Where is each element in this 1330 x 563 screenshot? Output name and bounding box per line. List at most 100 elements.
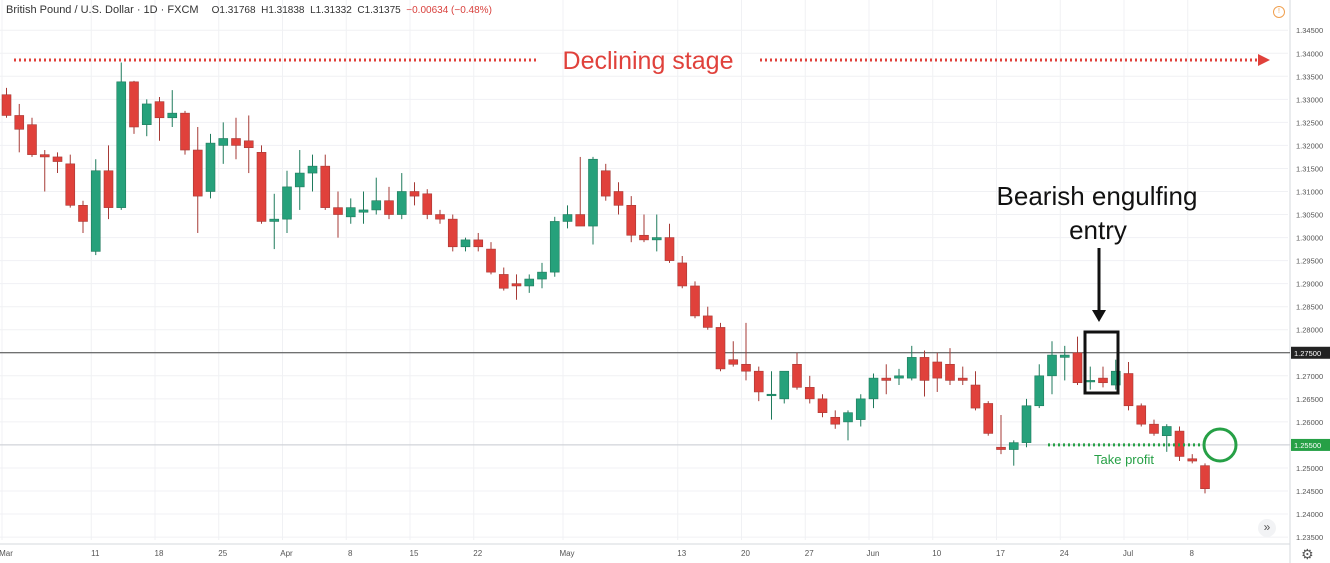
candle-down bbox=[830, 416, 841, 425]
candle-down bbox=[1200, 465, 1210, 490]
gear-icon[interactable]: ⚙ bbox=[1301, 546, 1314, 562]
candle-down bbox=[192, 149, 203, 197]
y-tick-label: 1.31500 bbox=[1296, 164, 1323, 173]
candle-up bbox=[282, 186, 292, 220]
candle-up bbox=[1059, 354, 1070, 358]
y-tick-label: 1.31000 bbox=[1296, 187, 1323, 196]
candle-down bbox=[677, 262, 688, 287]
candle-down bbox=[320, 165, 331, 208]
engulfing-highlight-box bbox=[1083, 330, 1120, 395]
candle-down bbox=[804, 387, 815, 400]
candle-down bbox=[154, 101, 165, 119]
close-value: C1.31375 bbox=[357, 5, 401, 16]
x-tick-label: 20 bbox=[741, 549, 750, 558]
y-tick-label: 1.34000 bbox=[1296, 49, 1323, 58]
candle-up bbox=[779, 370, 790, 400]
y-tick-label: 1.30500 bbox=[1296, 211, 1323, 220]
candle-up bbox=[651, 237, 662, 241]
candle-down bbox=[231, 138, 241, 146]
candle-down bbox=[970, 384, 981, 409]
candle-up bbox=[562, 214, 573, 222]
double-chevron-right-icon[interactable]: » bbox=[1258, 519, 1276, 537]
candle-up bbox=[371, 200, 382, 211]
candle-down bbox=[945, 363, 955, 381]
candle-down bbox=[409, 191, 420, 197]
candle-up bbox=[396, 191, 407, 215]
info-circle-icon[interactable]: ! bbox=[1273, 6, 1285, 18]
candle-down bbox=[881, 377, 892, 381]
candle-down bbox=[486, 248, 496, 273]
y-tick-label: 1.24000 bbox=[1296, 510, 1323, 519]
candle-down bbox=[511, 283, 522, 287]
candle-down bbox=[243, 140, 254, 149]
y-tick-label: 1.32500 bbox=[1296, 118, 1323, 127]
candle-up bbox=[90, 170, 101, 252]
current-price-tag bbox=[1291, 346, 1330, 359]
y-tick-label: 1.33500 bbox=[1296, 72, 1323, 81]
candle-up bbox=[141, 103, 152, 125]
chart-header: British Pound / U.S. Dollar · 1D · FXCM … bbox=[6, 4, 492, 16]
candle-down bbox=[613, 191, 624, 206]
y-tick-label: 1.33000 bbox=[1296, 95, 1323, 104]
candle-down bbox=[792, 363, 802, 388]
candle-up bbox=[549, 221, 560, 273]
x-tick-label: 22 bbox=[473, 549, 482, 558]
candle-down bbox=[664, 237, 675, 261]
candle-up bbox=[1008, 442, 1019, 450]
candle-down bbox=[1098, 377, 1108, 384]
candle-down bbox=[626, 205, 637, 236]
ohlc-readout: O1.31768 H1.31838 L1.31332 C1.31375 −0.0… bbox=[212, 5, 492, 16]
candle-up bbox=[116, 81, 127, 208]
candle-down bbox=[39, 154, 50, 158]
candle-down bbox=[65, 163, 76, 206]
entry-arrowhead bbox=[1092, 310, 1106, 322]
declining-stage-label: Declining stage bbox=[563, 47, 734, 75]
candle-down bbox=[447, 218, 458, 248]
x-tick-label: May bbox=[559, 549, 574, 558]
candle-up bbox=[294, 172, 305, 188]
y-tick-label: 1.23500 bbox=[1296, 533, 1323, 542]
candle-down bbox=[575, 214, 586, 227]
x-tick-label: 11 bbox=[91, 549, 100, 558]
candle-down bbox=[180, 112, 190, 151]
candle-down bbox=[14, 115, 25, 130]
candle-up bbox=[1161, 426, 1172, 437]
y-tick-label: 1.28500 bbox=[1296, 303, 1323, 312]
candle-up bbox=[843, 412, 853, 423]
candle-down bbox=[473, 239, 484, 248]
symbol-title[interactable]: British Pound / U.S. Dollar · 1D · FXCM bbox=[6, 4, 199, 16]
candle-down bbox=[1136, 405, 1147, 425]
y-tick-label: 1.34500 bbox=[1296, 26, 1323, 35]
candle-up bbox=[524, 278, 535, 287]
candle-down bbox=[753, 370, 764, 393]
candle-down bbox=[435, 214, 445, 220]
candle-down bbox=[600, 170, 611, 197]
x-tick-label: Mar bbox=[0, 549, 13, 558]
candle-down bbox=[817, 398, 828, 413]
x-tick-label: Jun bbox=[867, 549, 880, 558]
low-value: L1.31332 bbox=[310, 5, 352, 16]
candle-down bbox=[103, 170, 114, 208]
candle-down bbox=[27, 124, 37, 155]
y-tick-label: 1.27000 bbox=[1296, 372, 1323, 381]
candle-down bbox=[498, 274, 509, 289]
x-tick-label: 10 bbox=[932, 549, 941, 558]
candle-up bbox=[588, 158, 598, 227]
candle-up bbox=[358, 209, 369, 213]
candle-down bbox=[1072, 352, 1083, 384]
bearish-entry-label: entry bbox=[1069, 215, 1127, 245]
take-profit-circle bbox=[1202, 427, 1238, 463]
candle-down bbox=[1149, 423, 1159, 434]
change-value: −0.00634 (−0.48%) bbox=[406, 5, 492, 16]
candle-down bbox=[384, 200, 394, 215]
candle-up bbox=[269, 218, 280, 222]
current-price-label: 1.27500 bbox=[1294, 349, 1321, 358]
candle-down bbox=[52, 156, 63, 162]
candle-down bbox=[256, 152, 267, 222]
target-price-label: 1.25500 bbox=[1294, 441, 1321, 450]
candle-down bbox=[639, 234, 649, 241]
candle-up bbox=[167, 112, 178, 119]
candle-up bbox=[307, 165, 318, 174]
x-tick-label: 15 bbox=[410, 549, 419, 558]
